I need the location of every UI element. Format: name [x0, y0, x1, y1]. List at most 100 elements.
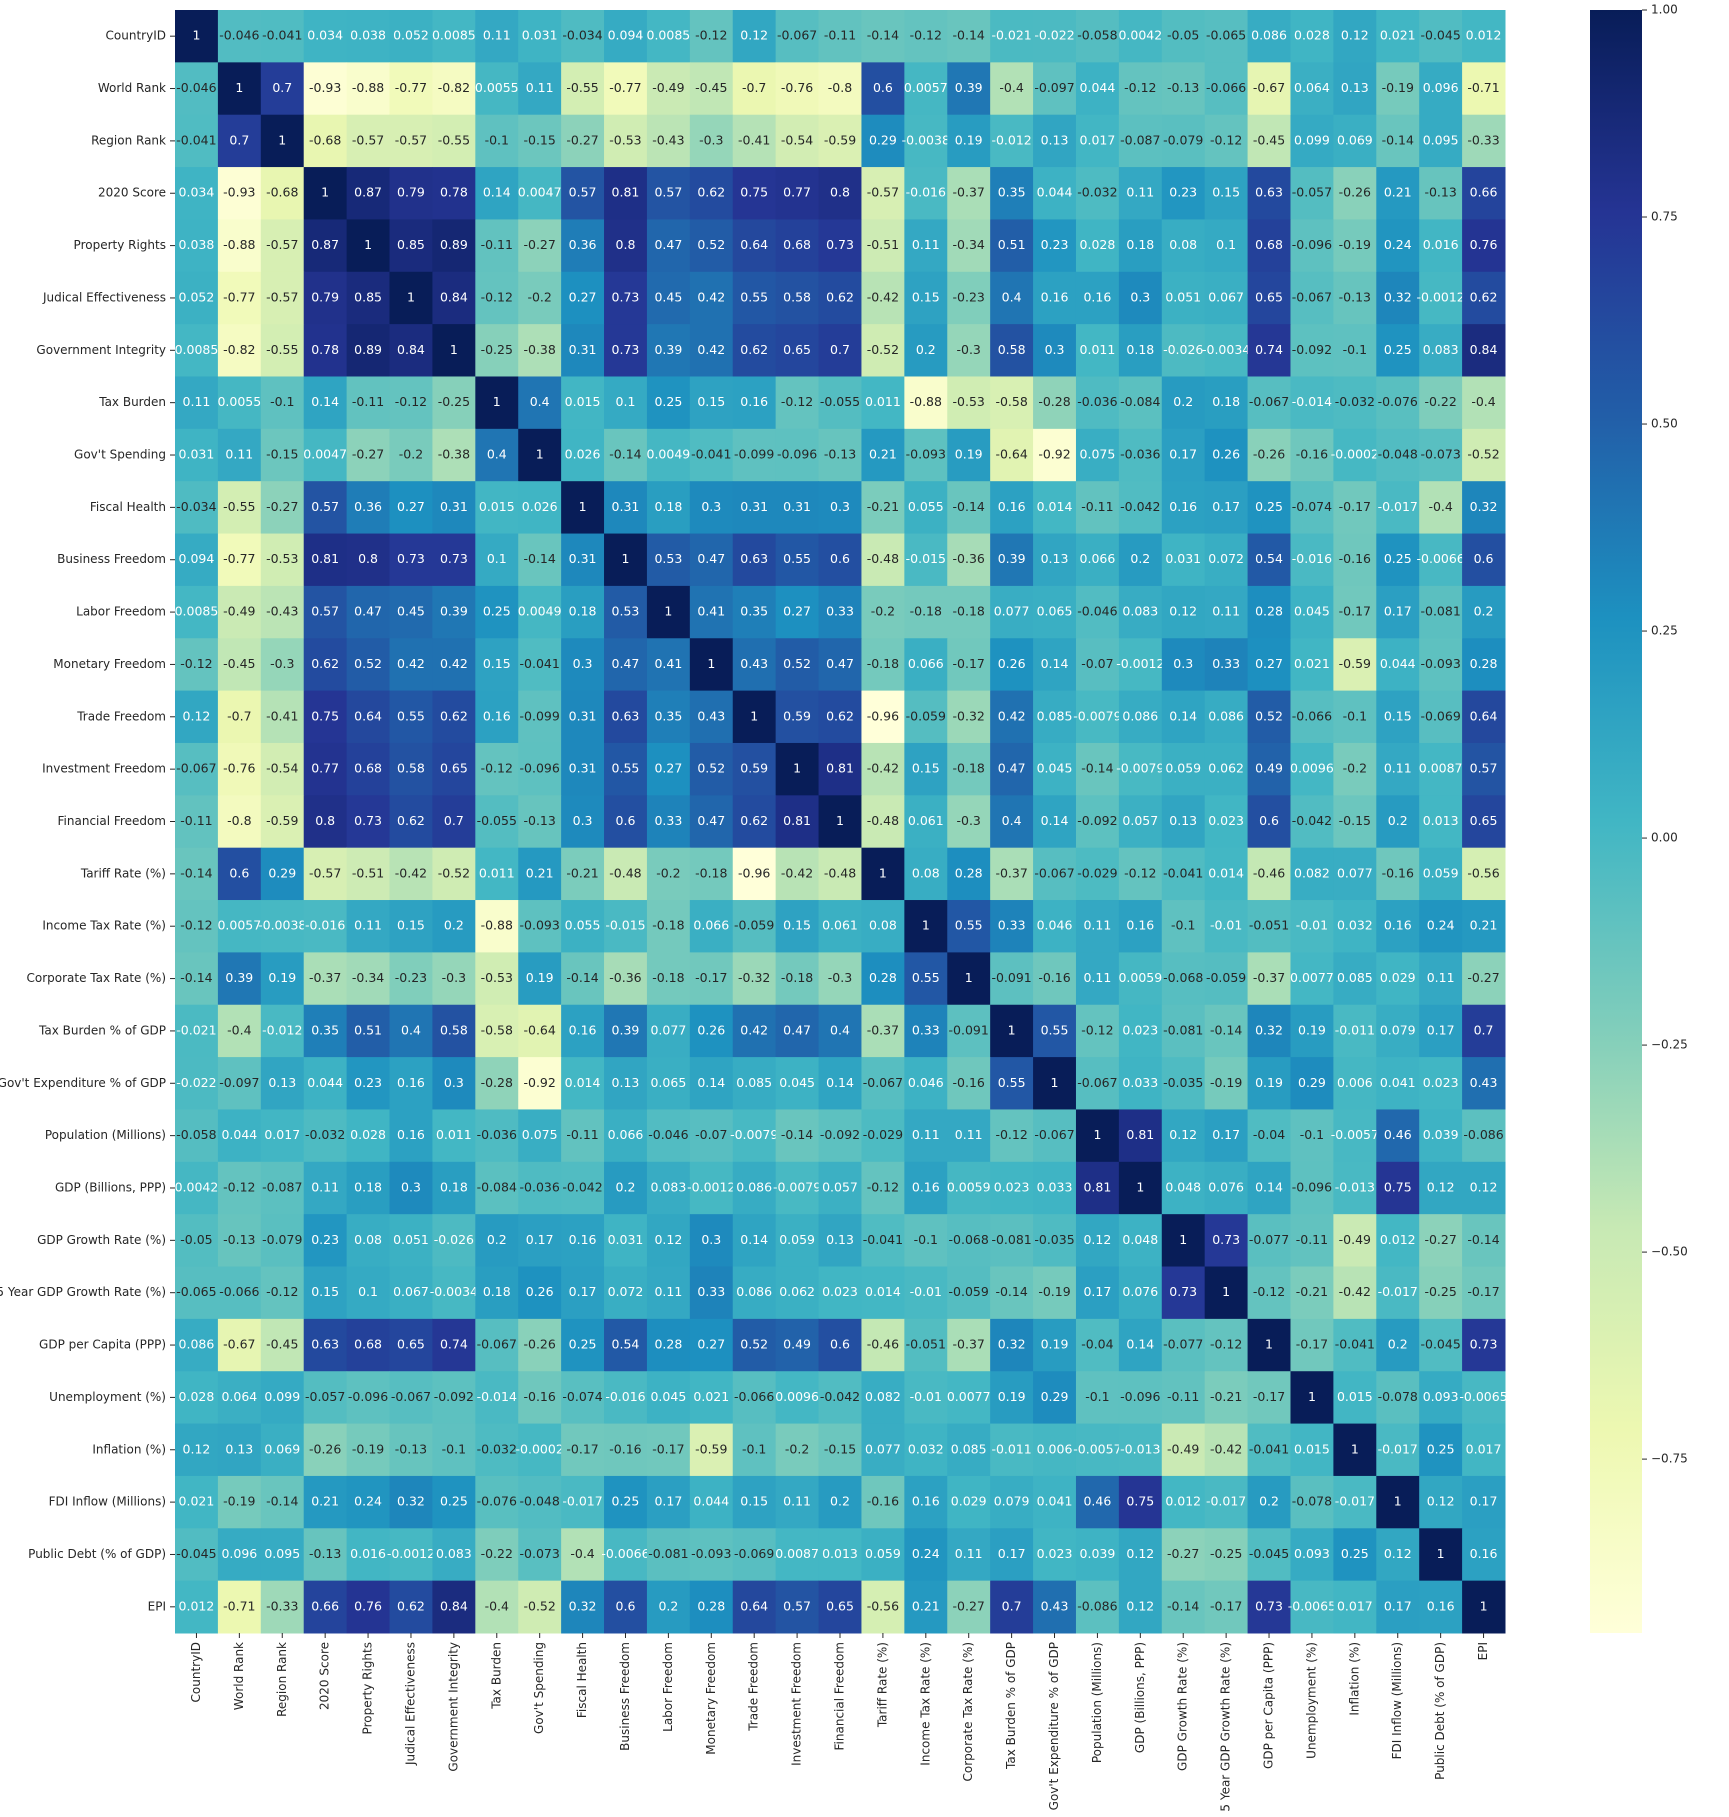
cell-label: 0.11 — [912, 1127, 940, 1142]
cell-label: -0.081 — [1420, 604, 1460, 619]
cell-label: -0.3 — [699, 132, 723, 147]
cell-label: -0.042 — [1120, 499, 1160, 514]
colorbar-tick-label: 0.00 — [1651, 831, 1678, 845]
cell-label: -0.2 — [871, 604, 895, 619]
cell-label: -0.4 — [999, 80, 1023, 95]
cell-label: 0.19 — [955, 447, 983, 462]
heatmap-cell — [432, 428, 476, 482]
heatmap-cell — [561, 376, 605, 430]
cell-label: -0.82 — [438, 80, 470, 95]
heatmap-cell — [1033, 1004, 1077, 1058]
heatmap-cell — [1033, 1214, 1077, 1268]
heatmap-cell — [1204, 324, 1249, 377]
cell-label: -0.067 — [1077, 1075, 1117, 1090]
cell-label: -0.19 — [1339, 237, 1371, 252]
cell-label: 0.42 — [697, 289, 725, 304]
cell-label: -0.96 — [738, 865, 770, 880]
cell-label: -0.077 — [1163, 1337, 1203, 1352]
cell-label: -0.11 — [1081, 499, 1113, 514]
heatmap-cell — [990, 1161, 1034, 1215]
heatmap-cell — [1075, 428, 1120, 482]
heatmap-cell — [1118, 742, 1163, 796]
heatmap-cell — [432, 585, 476, 639]
heatmap-cell — [475, 795, 519, 849]
heatmap-cell — [1247, 1371, 1291, 1425]
heatmap-cell — [260, 62, 305, 116]
heatmap-cell — [990, 62, 1034, 116]
cell-label: 0.015 — [1294, 1441, 1330, 1456]
y-tick-label: Monetary Freedom — [53, 657, 166, 671]
heatmap-cell — [646, 585, 691, 639]
cell-label: -0.4 — [227, 1022, 251, 1037]
cell-label: 0.033 — [1122, 1075, 1158, 1090]
cell-label: -0.12 — [1253, 1284, 1285, 1299]
heatmap-cell — [990, 428, 1034, 482]
cell-label: -0.12 — [395, 394, 427, 409]
cell-label: -0.016 — [1292, 551, 1332, 566]
heatmap-cell — [1161, 1580, 1206, 1634]
cell-label: -0.12 — [223, 1179, 255, 1194]
heatmap-cell — [1161, 1318, 1206, 1372]
cell-label: -0.17 — [566, 1441, 598, 1456]
cell-label: 0.39 — [955, 80, 983, 95]
heatmap-cell — [260, 1266, 305, 1320]
cell-label: 0.31 — [569, 761, 597, 776]
heatmap-cell — [947, 167, 991, 220]
heatmap-cell — [1376, 1423, 1420, 1477]
cell-label: -0.71 — [1467, 80, 1499, 95]
cell-label: 0.14 — [740, 1232, 768, 1247]
cell-label: 0.18 — [569, 604, 597, 619]
heatmap-cell — [990, 795, 1034, 849]
cell-label: -0.36 — [609, 970, 641, 985]
heatmap-cell — [1161, 638, 1206, 692]
heatmap-cell — [904, 219, 948, 273]
heatmap-cell — [1118, 1214, 1163, 1268]
cell-label: 0.014 — [1208, 865, 1244, 880]
cell-label: -0.041 — [262, 28, 302, 43]
heatmap-cell — [1033, 1318, 1077, 1372]
heatmap-cell — [1247, 1318, 1291, 1372]
heatmap-cell — [1118, 533, 1163, 587]
heatmap-cell — [561, 795, 605, 849]
cell-label: -0.048 — [1378, 447, 1418, 462]
cell-label: -0.22 — [1424, 394, 1456, 409]
heatmap-cell — [689, 271, 734, 325]
heatmap-cell — [518, 533, 562, 587]
cell-label: -0.52 — [1467, 447, 1499, 462]
heatmap-cell — [1075, 1371, 1120, 1425]
cell-label: 0.12 — [1126, 1598, 1154, 1613]
heatmap-cell — [604, 271, 648, 325]
heatmap-cell — [1075, 795, 1120, 849]
heatmap-cell — [990, 1580, 1034, 1634]
heatmap-cell — [303, 690, 348, 744]
cell-label: 0.16 — [1384, 918, 1412, 933]
heatmap-cell — [518, 1580, 562, 1634]
heatmap-cell — [217, 690, 262, 744]
heatmap-cell — [689, 1109, 734, 1163]
heatmap-cell — [303, 1057, 348, 1110]
heatmap-cell — [1204, 376, 1249, 430]
heatmap-cell — [1290, 900, 1334, 953]
cell-label: -0.057 — [305, 1389, 345, 1404]
heatmap-cell — [346, 167, 391, 220]
heatmap-cell — [432, 1580, 476, 1634]
cell-label: -0.49 — [223, 604, 255, 619]
cell-label: 0.6 — [1474, 551, 1494, 566]
heatmap-cell — [260, 952, 305, 1006]
cell-label: 0.54 — [1255, 551, 1283, 566]
heatmap-cell — [518, 638, 562, 692]
heatmap-cell — [1033, 10, 1077, 63]
cell-label: 0.43 — [697, 708, 725, 723]
heatmap-cell — [518, 271, 562, 325]
heatmap-cell — [689, 1004, 734, 1058]
cell-label: -0.14 — [1167, 1598, 1199, 1613]
heatmap-cell — [990, 585, 1034, 639]
heatmap-cell — [561, 428, 605, 482]
heatmap-cell — [432, 690, 476, 744]
cell-label: -0.52 — [438, 865, 470, 880]
heatmap-cell — [947, 638, 991, 692]
heatmap-cell — [346, 1004, 391, 1058]
cell-label: 0.0057 — [217, 918, 261, 933]
cell-label: -0.086 — [1463, 1127, 1503, 1142]
cell-label: -0.2 — [1343, 761, 1367, 776]
